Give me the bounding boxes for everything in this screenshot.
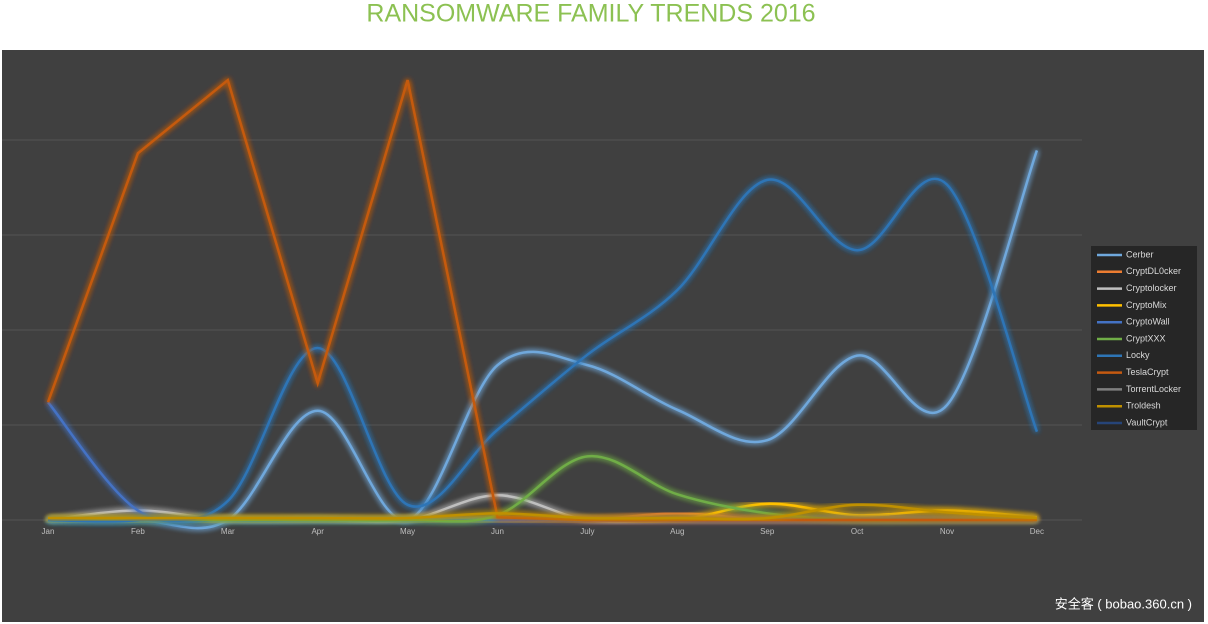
series-line bbox=[48, 150, 1039, 530]
legend-label: Cryptolocker bbox=[1126, 283, 1177, 293]
legend-label: VaultCrypt bbox=[1126, 417, 1168, 427]
x-tick-label: Mar bbox=[221, 527, 235, 536]
legend-label: TeslaCrypt bbox=[1126, 367, 1169, 377]
legend-label: CryptoWall bbox=[1126, 317, 1170, 327]
x-tick-label: Dec bbox=[1030, 527, 1044, 536]
legend-label: TorrentLocker bbox=[1126, 384, 1181, 394]
legend-label: CryptoMix bbox=[1126, 300, 1167, 310]
x-tick-label: Apr bbox=[311, 527, 324, 536]
watermark: 安全客 ( bobao.360.cn ) bbox=[1055, 596, 1192, 611]
x-tick-label: July bbox=[580, 527, 594, 536]
x-tick-label: Aug bbox=[670, 527, 684, 536]
x-tick-label: Sep bbox=[760, 527, 775, 536]
chart-title: RANSOMWARE FAMILY TRENDS 2016 bbox=[366, 0, 815, 28]
x-tick-label: Feb bbox=[131, 527, 145, 536]
series-line bbox=[48, 503, 1037, 521]
plot-panel bbox=[2, 50, 1204, 622]
legend-label: CryptXXX bbox=[1126, 333, 1166, 343]
x-tick-label: May bbox=[400, 527, 415, 536]
legend-label: Troldesh bbox=[1126, 401, 1161, 411]
x-tick-label: Jun bbox=[491, 527, 504, 536]
x-tick-label: Jan bbox=[42, 527, 55, 536]
legend-label: Cerber bbox=[1126, 249, 1154, 259]
legend-label: Locky bbox=[1126, 350, 1150, 360]
series-line bbox=[47, 177, 1039, 523]
x-tick-label: Oct bbox=[851, 527, 864, 536]
legend-label: CryptDL0cker bbox=[1126, 266, 1181, 276]
x-tick-label: Nov bbox=[940, 527, 954, 536]
